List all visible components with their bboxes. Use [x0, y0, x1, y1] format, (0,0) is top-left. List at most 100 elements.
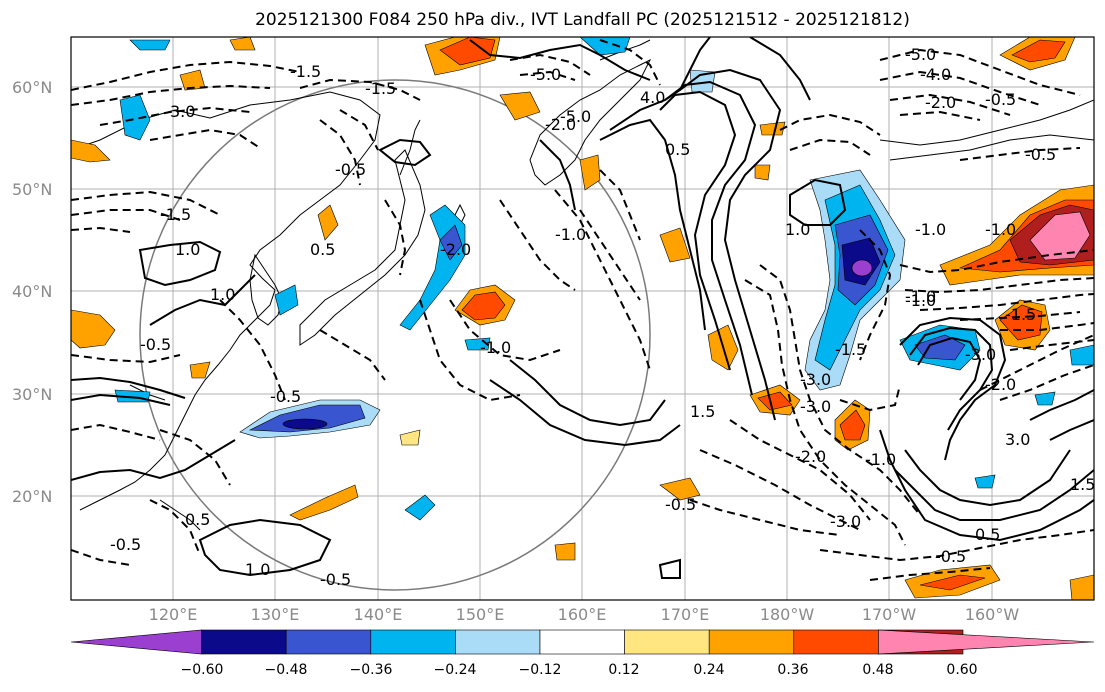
lon-label: 160°W — [964, 605, 1020, 624]
colorbar-tick-label: 0.36 — [777, 662, 809, 678]
lon-label: 140°E — [353, 605, 403, 624]
pos-patch-34 — [189, 361, 211, 379]
pos-patch-4 — [1029, 211, 1091, 261]
contour-label: 1.0 — [785, 220, 810, 239]
neg-patch-5 — [851, 259, 873, 277]
colorbar-tick-label: −0.12 — [518, 662, 562, 678]
contour-label: -0.5 — [935, 547, 966, 566]
pos-patch-31 — [317, 204, 339, 241]
colorbar-tick-label: −0.48 — [264, 662, 308, 678]
neg-patch-8 — [282, 418, 328, 430]
neg-patch-19 — [404, 494, 436, 521]
colorbar-segment — [878, 629, 1095, 655]
pos-patch-20 — [499, 91, 541, 121]
neg-patch-21 — [1069, 344, 1094, 366]
contour-label: 1.0 — [210, 285, 235, 304]
neg-patch-7 — [248, 404, 366, 433]
colorbar-tick-label: −0.60 — [180, 662, 224, 678]
contour-label: -1.0 — [865, 450, 896, 469]
pos-patch-22 — [659, 227, 691, 263]
contour-label: 4.0 — [640, 88, 665, 107]
map-title: 2025121300 F084 250 hPa div., IVT Landfa… — [255, 10, 910, 30]
contour-label: -3.0 — [800, 370, 831, 389]
contour-label: -1.5 — [290, 62, 321, 81]
colorbar-tick-label: 0.12 — [608, 662, 640, 678]
contour-label: -1.0 — [555, 225, 586, 244]
contour-label: 0.5 — [185, 510, 210, 529]
neg-patch-23 — [974, 474, 996, 489]
pos-patch-26 — [919, 574, 986, 591]
pos-patch-21 — [579, 154, 601, 191]
contour-label: -2.0 — [795, 447, 826, 466]
neg-patch-15 — [579, 37, 631, 56]
contour-label: -2.0 — [985, 375, 1016, 394]
colorbar-segment — [624, 629, 710, 655]
contour-label: -1.0 — [480, 338, 511, 357]
contour-label: -3.0 — [800, 397, 831, 416]
lat-label: 50°N — [12, 180, 53, 199]
colorbar-segment — [708, 629, 795, 655]
colorbar-tick-label: 0.60 — [946, 662, 978, 678]
lat-label: 60°N — [12, 78, 53, 97]
lon-label: 120°E — [148, 605, 198, 624]
contour-label: -0.5 — [1025, 145, 1056, 164]
contour-label: -1.0 — [905, 291, 936, 310]
contour-label: -5.0 — [530, 65, 561, 84]
contour-label: -1.5 — [365, 79, 396, 98]
contour-label: -1.0 — [915, 220, 946, 239]
contour-label: 3.0 — [170, 102, 195, 121]
contour-label: -5.0 — [905, 45, 936, 64]
contour-label: 0.5 — [665, 140, 690, 159]
colorbar-segment — [370, 629, 456, 655]
contour-label: -1.5 — [1005, 305, 1036, 324]
coastlines — [71, 39, 1094, 531]
contour-label: -1.0 — [905, 287, 936, 306]
contour-label: 0.5 — [310, 240, 335, 259]
colorbar-segment — [201, 629, 287, 655]
colorbar — [70, 629, 1095, 655]
pos-patch-17 — [1011, 39, 1066, 63]
lat-label: 20°N — [12, 487, 53, 506]
contour-label: -3.0 — [965, 345, 996, 364]
contour-label: -1.0 — [985, 220, 1016, 239]
lon-label: 170°E — [660, 605, 710, 624]
contour-label: 3.0 — [1005, 430, 1030, 449]
colorbar-segment — [70, 629, 202, 655]
pos-patch-28 — [554, 542, 576, 561]
pos-patch-19 — [71, 139, 111, 163]
neg-patch-10 — [439, 224, 463, 261]
pos-patch-35 — [399, 429, 421, 446]
dashed-contours — [71, 39, 1094, 581]
lat-label: 30°N — [12, 385, 53, 404]
contour-label: -0.5 — [985, 90, 1016, 109]
colorbar-segment — [539, 629, 625, 655]
contour-label: -2.0 — [440, 240, 471, 259]
colorbar-segment — [285, 629, 372, 655]
pos-patch-6 — [999, 304, 1043, 341]
region-circle — [139, 79, 651, 591]
contour-label: 1.0 — [175, 240, 200, 259]
colorbar-segment — [455, 629, 541, 655]
neg-patch-14 — [129, 39, 171, 51]
lat-label: 40°N — [12, 282, 53, 301]
lon-label: 170°W — [861, 605, 917, 624]
contour-label: -5.0 — [560, 107, 591, 126]
contour-label: 0.5 — [975, 525, 1000, 544]
pos-patch-24 — [289, 484, 359, 521]
colorbar-tick-label: 0.48 — [862, 662, 894, 678]
contour-label: -0.5 — [665, 495, 696, 514]
contour-label: -0.5 — [335, 160, 366, 179]
contour-label: -0.5 — [110, 535, 141, 554]
contour-label: -0.5 — [270, 387, 301, 406]
colorbar-segment — [793, 629, 879, 655]
contour-label: -2.0 — [925, 93, 956, 112]
neg-patch-17 — [274, 284, 299, 316]
contour-label: -1.5 — [160, 205, 191, 224]
contour-label: -0.5 — [320, 570, 351, 589]
contour-label: -3.0 — [830, 512, 861, 531]
pos-patch-10 — [757, 391, 793, 411]
contour-label: -1.5 — [835, 340, 866, 359]
lon-label: 130°E — [250, 605, 300, 624]
pos-patch-27 — [1069, 574, 1094, 600]
